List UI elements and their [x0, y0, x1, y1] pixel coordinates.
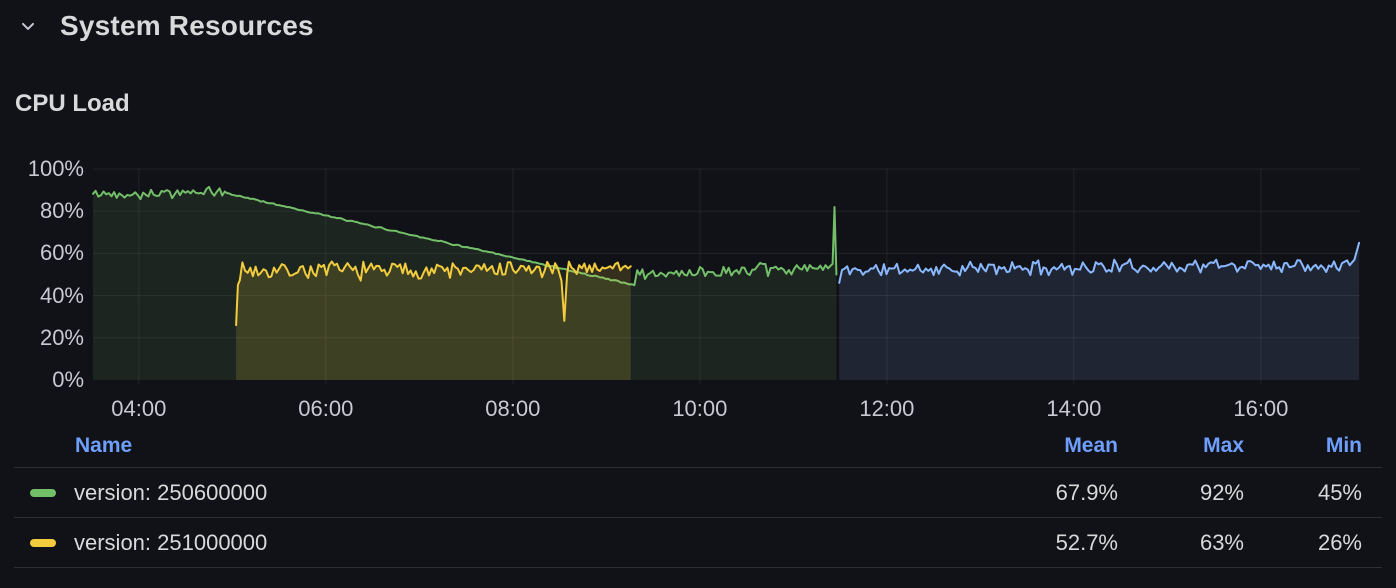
legend-row: version: 250600000 67.9% 92% 45%: [14, 468, 1382, 518]
y-axis-tick-label: 20%: [39, 324, 84, 350]
x-axis-tick-label: 08:00: [485, 396, 541, 421]
x-axis-tick-label: 06:00: [298, 396, 354, 421]
legend-table: Name Mean Max Min version: 250600000 67.…: [14, 425, 1382, 568]
legend-header-max[interactable]: Max: [1203, 434, 1244, 457]
series-name[interactable]: version: 250600000: [74, 479, 268, 505]
x-axis-tick-label: 16:00: [1233, 396, 1289, 421]
x-axis: 04:00 06:00 08:00 10:00 12:00 14:00 16:00: [93, 396, 1360, 424]
y-axis-tick-label: 80%: [39, 198, 84, 224]
series-color-swatch-green[interactable]: [30, 488, 56, 497]
legend-series-toggle[interactable]: version: 250600000: [30, 480, 992, 506]
legend-header-name[interactable]: Name: [75, 434, 133, 457]
series-color-swatch-yellow[interactable]: [30, 538, 56, 547]
x-axis-tick-label: 12:00: [859, 396, 915, 421]
series-max-value: 63%: [1199, 529, 1244, 555]
legend-header-min[interactable]: Min: [1325, 434, 1362, 457]
y-axis-tick-label: 100%: [27, 156, 84, 181]
y-axis: 0% 20% 40% 60% 80% 100%: [0, 157, 84, 392]
dashboard-row-header[interactable]: System Resources: [18, 10, 314, 42]
series-max-value: 92%: [1199, 479, 1244, 505]
legend-series-toggle[interactable]: version: 251000000: [30, 530, 992, 556]
legend-header-row: Name Mean Max Min: [14, 425, 1382, 468]
y-axis-tick-label: 0%: [52, 367, 84, 392]
legend-row: version: 251000000 52.7% 63% 26%: [14, 518, 1382, 568]
y-axis-tick-label: 40%: [39, 282, 84, 308]
series-min-value: 26%: [1317, 529, 1362, 555]
series-mean-value: 67.9%: [1055, 479, 1118, 505]
legend-header-mean[interactable]: Mean: [1064, 434, 1118, 457]
y-axis-tick-label: 60%: [39, 240, 84, 266]
cpu-load-chart[interactable]: [92, 168, 1361, 384]
series-min-value: 45%: [1317, 479, 1362, 505]
x-axis-tick-label: 04:00: [111, 396, 167, 421]
x-axis-tick-label: 14:00: [1046, 396, 1102, 421]
chevron-down-icon[interactable]: [18, 16, 38, 36]
panel-title[interactable]: CPU Load: [15, 90, 130, 117]
series-name[interactable]: version: 251000000: [74, 529, 268, 555]
series-mean-value: 52.7%: [1055, 529, 1118, 555]
x-axis-tick-label: 10:00: [672, 396, 728, 421]
row-title[interactable]: System Resources: [60, 10, 314, 41]
